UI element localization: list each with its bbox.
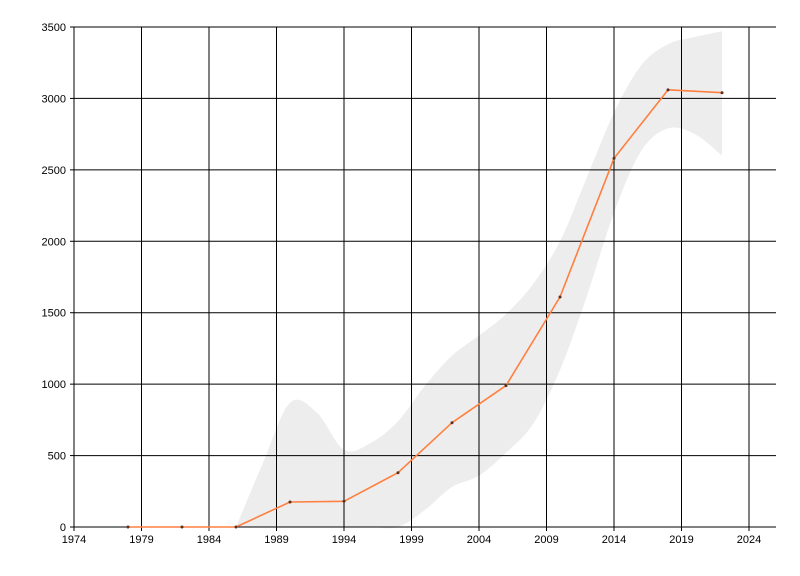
data-point bbox=[558, 295, 562, 299]
x-tick-label: 1994 bbox=[332, 534, 356, 546]
y-tick-label: 2000 bbox=[42, 236, 66, 248]
x-tick-label: 1974 bbox=[62, 534, 86, 546]
data-point bbox=[180, 525, 184, 529]
data-point bbox=[666, 88, 670, 92]
series-line bbox=[128, 89, 723, 528]
data-point bbox=[288, 500, 292, 504]
x-tick-label: 2014 bbox=[602, 534, 626, 546]
data-point bbox=[720, 91, 724, 95]
data-point bbox=[234, 525, 238, 529]
x-tick-label: 1984 bbox=[197, 534, 221, 546]
x-tick-label: 1999 bbox=[399, 534, 423, 546]
confidence-band-layer bbox=[236, 31, 722, 529]
y-tick-label: 1500 bbox=[42, 308, 66, 320]
confidence-band bbox=[236, 31, 722, 529]
y-tick-label: 0 bbox=[60, 522, 66, 534]
y-tick-label: 500 bbox=[48, 451, 66, 463]
x-tick-label: 2004 bbox=[467, 534, 491, 546]
y-tick-label: 3500 bbox=[42, 22, 66, 34]
x-tick-label: 1979 bbox=[129, 534, 153, 546]
y-tick-label: 1000 bbox=[42, 379, 66, 391]
series-layer bbox=[126, 88, 724, 529]
data-point bbox=[126, 525, 130, 529]
y-tick-label: 2500 bbox=[42, 165, 66, 177]
data-point bbox=[342, 499, 346, 503]
y-tick-label: 3000 bbox=[42, 93, 66, 105]
x-tick-label: 2009 bbox=[534, 534, 558, 546]
data-point bbox=[396, 471, 400, 475]
x-tick-label: 2024 bbox=[737, 534, 761, 546]
data-point bbox=[612, 156, 616, 160]
data-point bbox=[450, 421, 454, 425]
grid-layer bbox=[74, 26, 776, 527]
x-tick-label: 2019 bbox=[669, 534, 693, 546]
x-tick-label: 1989 bbox=[264, 534, 288, 546]
tick-label-layer: 1974 1979 1984 1989 1994 1999 2004 2009 2014 2019… bbox=[42, 22, 762, 546]
data-point bbox=[504, 384, 508, 388]
